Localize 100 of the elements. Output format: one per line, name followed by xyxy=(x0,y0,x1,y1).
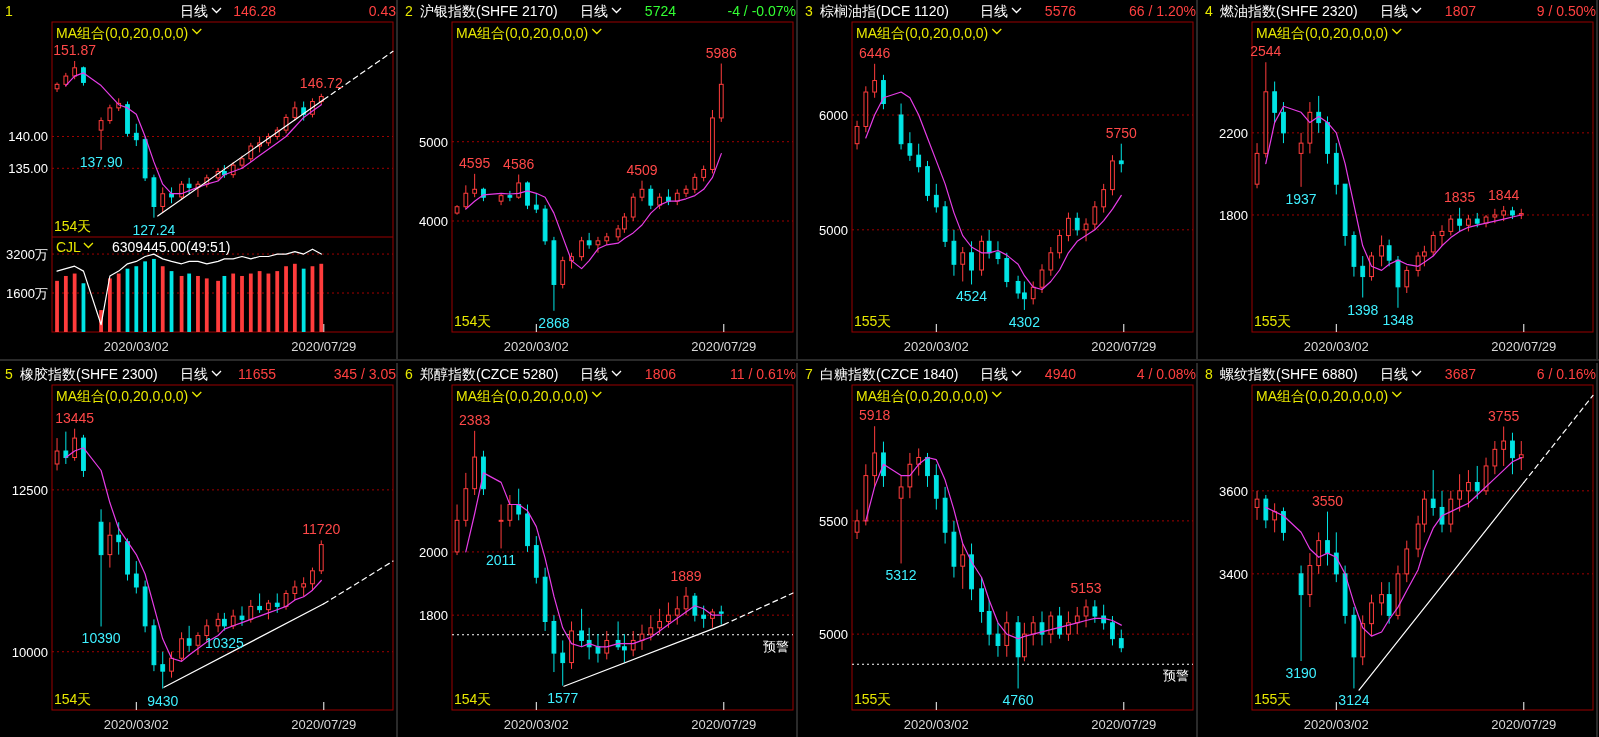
x-tick-label: 2020/03/02 xyxy=(1303,339,1369,354)
y-tick-label: 1600万 xyxy=(6,286,48,302)
bar xyxy=(160,266,165,332)
bar xyxy=(143,261,147,332)
chart-title: 燃油指数(SHFE 2320) xyxy=(1220,3,1358,19)
y-tick-label: 3400 xyxy=(1219,566,1248,582)
text: 9 / 0.50% xyxy=(1536,3,1596,19)
annotation: 10390 xyxy=(81,630,121,647)
x-tick-label: 2020/03/02 xyxy=(503,339,569,354)
chart-title: 橡胶指数(SHFE 2300) xyxy=(20,366,158,382)
bar xyxy=(63,275,68,332)
bar xyxy=(72,273,77,332)
y-tick-label: 1800 xyxy=(419,608,448,624)
x-tick-label: 2020/03/02 xyxy=(103,717,169,732)
chart-title: 沪银指数(SHFE 2170) xyxy=(420,3,558,19)
text: 3 xyxy=(805,3,813,19)
annotation: 155天 xyxy=(1254,313,1292,329)
text: 8 xyxy=(1205,366,1213,382)
text: 1806 xyxy=(644,366,677,382)
annotation: 4509 xyxy=(626,161,658,178)
bar xyxy=(301,268,306,332)
text: 日线 xyxy=(580,3,608,19)
annotation: 10325 xyxy=(204,634,245,651)
bar xyxy=(196,275,200,332)
x-tick-label: 2020/03/02 xyxy=(903,339,969,354)
annotation: 1398 xyxy=(1347,301,1379,318)
text: 日线 xyxy=(980,366,1008,382)
text: 日线 xyxy=(180,3,208,19)
bar xyxy=(204,278,209,332)
annotation: MA组合(0,0,20,0,0,0) xyxy=(56,388,189,404)
bar xyxy=(187,273,192,332)
y-tick-label: 3200万 xyxy=(6,247,48,263)
annotation: MA组合(0,0,20,0,0,0) xyxy=(456,25,589,41)
annotation: CJL xyxy=(56,239,82,255)
annotation: 4302 xyxy=(1008,313,1041,330)
bar xyxy=(248,273,253,332)
annotation: 1577 xyxy=(547,689,579,706)
text: 5 xyxy=(5,366,13,382)
annotation: 155天 xyxy=(1254,691,1292,707)
y-tick-label: 5000 xyxy=(819,222,848,238)
y-tick-label: 5000 xyxy=(819,627,848,643)
annotation: 1889 xyxy=(670,568,702,585)
annotation: 155天 xyxy=(854,691,892,707)
annotation: 5918 xyxy=(859,407,891,424)
text: 11655 xyxy=(238,366,277,382)
text: 6 / 0.16% xyxy=(1536,366,1596,382)
annotation: 5312 xyxy=(885,567,917,584)
annotation: 154天 xyxy=(54,218,92,234)
annotation: 1348 xyxy=(1382,311,1414,328)
x-tick-label: 2020/07/29 xyxy=(1491,339,1557,354)
y-tick-label: 5000 xyxy=(419,134,448,150)
text: 6 xyxy=(405,366,413,382)
text: 日线 xyxy=(180,366,208,382)
annotation: 1937 xyxy=(1285,190,1317,207)
text: 2 xyxy=(405,3,413,19)
text: 0.43 xyxy=(368,3,397,19)
annotation: 1835 xyxy=(1444,188,1476,205)
annotation: 2383 xyxy=(459,411,491,428)
annotation: 137.90 xyxy=(79,153,123,170)
annotation: 5986 xyxy=(705,44,738,61)
annotation: 4586 xyxy=(503,155,535,172)
ref-line-label: 预警 xyxy=(1163,668,1189,684)
text: 11 / 0.61% xyxy=(730,366,796,382)
bar xyxy=(216,280,220,332)
bar xyxy=(292,263,297,332)
text: 7 xyxy=(805,366,813,382)
text: -4 / -0.07% xyxy=(727,3,796,19)
y-tick-label: 2200 xyxy=(1219,125,1248,141)
y-tick-label: 1800 xyxy=(1219,207,1248,223)
x-tick-label: 2020/07/29 xyxy=(291,717,357,732)
annotation: 13445 xyxy=(55,409,95,426)
text: 3687 xyxy=(1444,366,1477,382)
bar xyxy=(275,271,280,332)
text: 5576 xyxy=(1044,3,1077,19)
text: 345 / 3.05 xyxy=(333,366,397,382)
bar xyxy=(319,263,324,332)
chart-title: 郑醇指数(CZCE 5280) xyxy=(420,366,559,382)
annotation: MA组合(0,0,20,0,0,0) xyxy=(1256,25,1389,41)
y-tick-label: 10000 xyxy=(11,644,48,660)
annotation: 4524 xyxy=(955,288,988,305)
annotation: 154天 xyxy=(454,691,492,707)
text: 1807 xyxy=(1444,3,1477,19)
annotation: MA组合(0,0,20,0,0,0) xyxy=(56,25,189,41)
x-tick-label: 2020/03/02 xyxy=(903,717,969,732)
annotation: 151.87 xyxy=(53,41,97,58)
y-tick-label: 4000 xyxy=(419,214,448,229)
chart-title: 白糖指数(CZCE 1840) xyxy=(820,366,959,382)
x-tick-label: 2020/07/29 xyxy=(691,339,757,354)
bar xyxy=(116,273,121,332)
text: 日线 xyxy=(980,3,1008,19)
annotation: 146.72 xyxy=(299,74,343,91)
annotation: 4595 xyxy=(459,154,491,171)
annotation: 2544 xyxy=(1250,43,1282,60)
annotation: 155天 xyxy=(854,313,892,329)
annotation: 2011 xyxy=(486,552,517,569)
annotation: 4760 xyxy=(1002,692,1034,709)
annotation: 1844 xyxy=(1488,186,1520,203)
annotation: 5750 xyxy=(1105,124,1138,141)
annotation: 9430 xyxy=(147,692,179,709)
annotation: 154天 xyxy=(454,313,492,329)
